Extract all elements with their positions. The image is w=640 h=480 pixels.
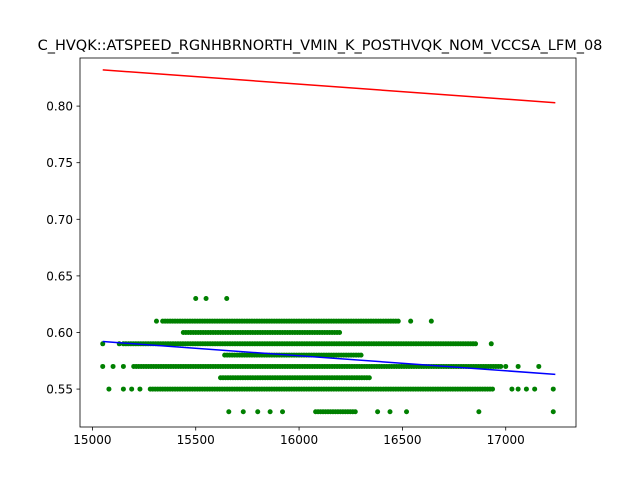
plot-background — [80, 58, 576, 427]
x-tick-label: 15500 — [177, 433, 215, 447]
x-tick-label: 17000 — [487, 433, 525, 447]
chart-title: C_HVQK::ATSPEED_RGNHBRNORTH_VMIN_K_POSTH… — [38, 38, 603, 54]
y-tick-label: 0.60 — [46, 326, 73, 340]
data-point — [224, 296, 230, 302]
data-point — [129, 386, 135, 392]
y-tick-label: 0.80 — [46, 100, 73, 114]
x-tick-label: 15000 — [73, 433, 111, 447]
data-point — [490, 386, 496, 392]
data-point — [352, 409, 358, 415]
x-tick-label: 16500 — [383, 433, 421, 447]
data-point — [100, 363, 106, 369]
data-point — [515, 363, 521, 369]
data-point — [503, 363, 509, 369]
data-point — [395, 318, 401, 324]
data-point — [428, 318, 434, 324]
data-point — [404, 409, 410, 415]
y-tick-label: 0.70 — [46, 213, 73, 227]
data-point — [255, 409, 261, 415]
y-tick-label: 0.65 — [46, 269, 73, 283]
data-point — [358, 352, 364, 358]
data-point — [488, 341, 494, 347]
x-axis: 15000 15500 16000 16500 17000 — [73, 427, 525, 447]
data-point — [203, 296, 209, 302]
data-point — [100, 341, 106, 347]
data-point — [337, 329, 343, 335]
y-axis: 0.55 0.60 0.65 0.70 0.75 0.80 — [46, 100, 80, 397]
data-point — [515, 386, 521, 392]
data-point — [153, 318, 159, 324]
data-point — [120, 386, 126, 392]
data-point — [509, 386, 515, 392]
data-point — [106, 386, 112, 392]
data-point — [498, 363, 504, 369]
trend-fit-line — [102, 340, 556, 376]
data-point — [137, 386, 143, 392]
data-point — [476, 409, 482, 415]
data-point — [366, 375, 372, 381]
data-point — [193, 296, 199, 302]
upper-limit-line — [102, 69, 556, 104]
line-series — [102, 69, 556, 376]
data-point — [550, 386, 556, 392]
data-point — [280, 409, 286, 415]
scatter-series — [100, 296, 556, 415]
data-point — [226, 409, 232, 415]
data-point — [110, 363, 116, 369]
data-point — [523, 386, 529, 392]
data-point — [473, 341, 479, 347]
data-point — [387, 409, 393, 415]
data-point — [120, 363, 126, 369]
y-tick-label: 0.55 — [46, 383, 73, 397]
data-point — [240, 409, 246, 415]
plot-frame — [79, 57, 577, 428]
x-tick-label: 16000 — [280, 433, 318, 447]
data-point — [550, 409, 556, 415]
data-point — [375, 409, 381, 415]
data-point — [267, 409, 273, 415]
y-tick-label: 0.75 — [46, 156, 73, 170]
data-point — [536, 363, 542, 369]
plot-area — [79, 57, 577, 428]
data-point — [408, 318, 414, 324]
data-point — [532, 386, 538, 392]
